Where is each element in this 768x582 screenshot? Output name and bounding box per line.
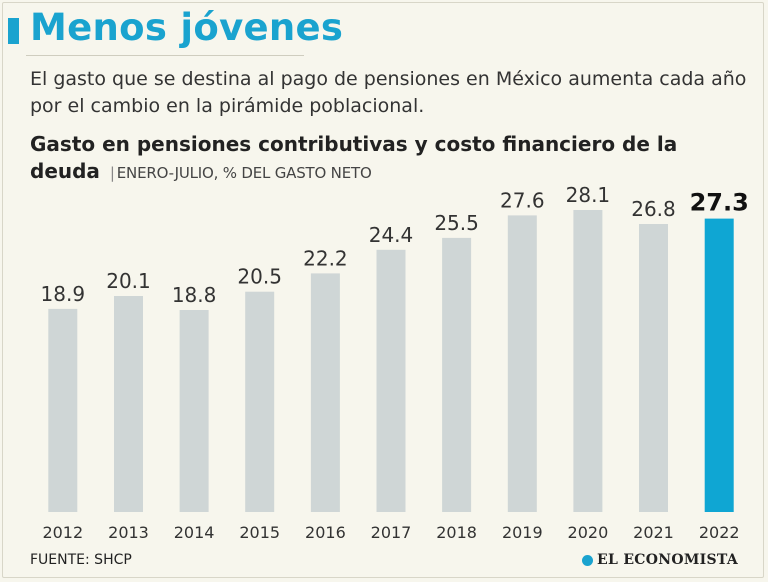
x-tick-2016: 2016	[305, 523, 346, 542]
value-label-2016: 22.2	[303, 246, 348, 270]
value-label-2017: 24.4	[369, 223, 414, 247]
bar-2022	[704, 218, 734, 512]
x-tick-2022: 2022	[699, 523, 740, 542]
bar-2021	[639, 224, 668, 512]
value-label-2020: 28.1	[566, 183, 611, 207]
x-tick-2017: 2017	[371, 523, 412, 542]
chart-unit-label: | ENERO-JULIO, % DEL GASTO NETO	[109, 164, 372, 182]
brand-globe-icon	[582, 554, 594, 566]
page-title: Menos jóvenes	[30, 6, 344, 49]
bar-2016	[310, 273, 340, 512]
bar-2014	[179, 310, 209, 512]
x-tick-2015: 2015	[239, 523, 280, 542]
brand-logo: EL ECONOMISTA	[582, 552, 738, 568]
value-label-2019: 27.6	[500, 188, 545, 212]
chart-unit-text: ENERO-JULIO, % DEL GASTO NETO	[116, 164, 372, 182]
bar-2013	[114, 296, 143, 512]
chart-title: Gasto en pensiones contributivas y costo…	[30, 131, 750, 187]
source-note: FUENTE: SHCP	[30, 552, 132, 568]
value-label-2013: 20.1	[106, 269, 151, 293]
title-accent-bar	[8, 18, 19, 44]
value-label-2012: 18.9	[41, 282, 86, 306]
x-tick-2013: 2013	[108, 523, 149, 542]
x-tick-2020: 2020	[568, 523, 609, 542]
x-tick-2019: 2019	[502, 523, 543, 542]
bar-2017	[376, 249, 406, 513]
value-label-2018: 25.5	[434, 211, 479, 235]
bar-2015	[245, 291, 275, 512]
bar-2018	[442, 237, 472, 512]
chart-title-text: Gasto en pensiones contributivas y costo…	[30, 132, 678, 183]
value-label-2015: 20.5	[237, 265, 282, 289]
bar-2020	[573, 210, 603, 512]
title-underline	[26, 55, 304, 56]
bar-2012	[48, 308, 78, 512]
brand-name: EL ECONOMISTA	[597, 552, 738, 568]
subtitle: El gasto que se destina al pago de pensi…	[30, 68, 747, 117]
bar-2019	[507, 215, 537, 512]
x-tick-2012: 2012	[42, 523, 83, 542]
value-label-2014: 18.8	[172, 283, 217, 307]
value-label-2022: 27.3	[690, 189, 749, 217]
x-tick-2014: 2014	[174, 523, 215, 542]
x-tick-2021: 2021	[633, 523, 674, 542]
value-label-2021: 26.8	[631, 197, 676, 221]
x-tick-2018: 2018	[436, 523, 477, 542]
